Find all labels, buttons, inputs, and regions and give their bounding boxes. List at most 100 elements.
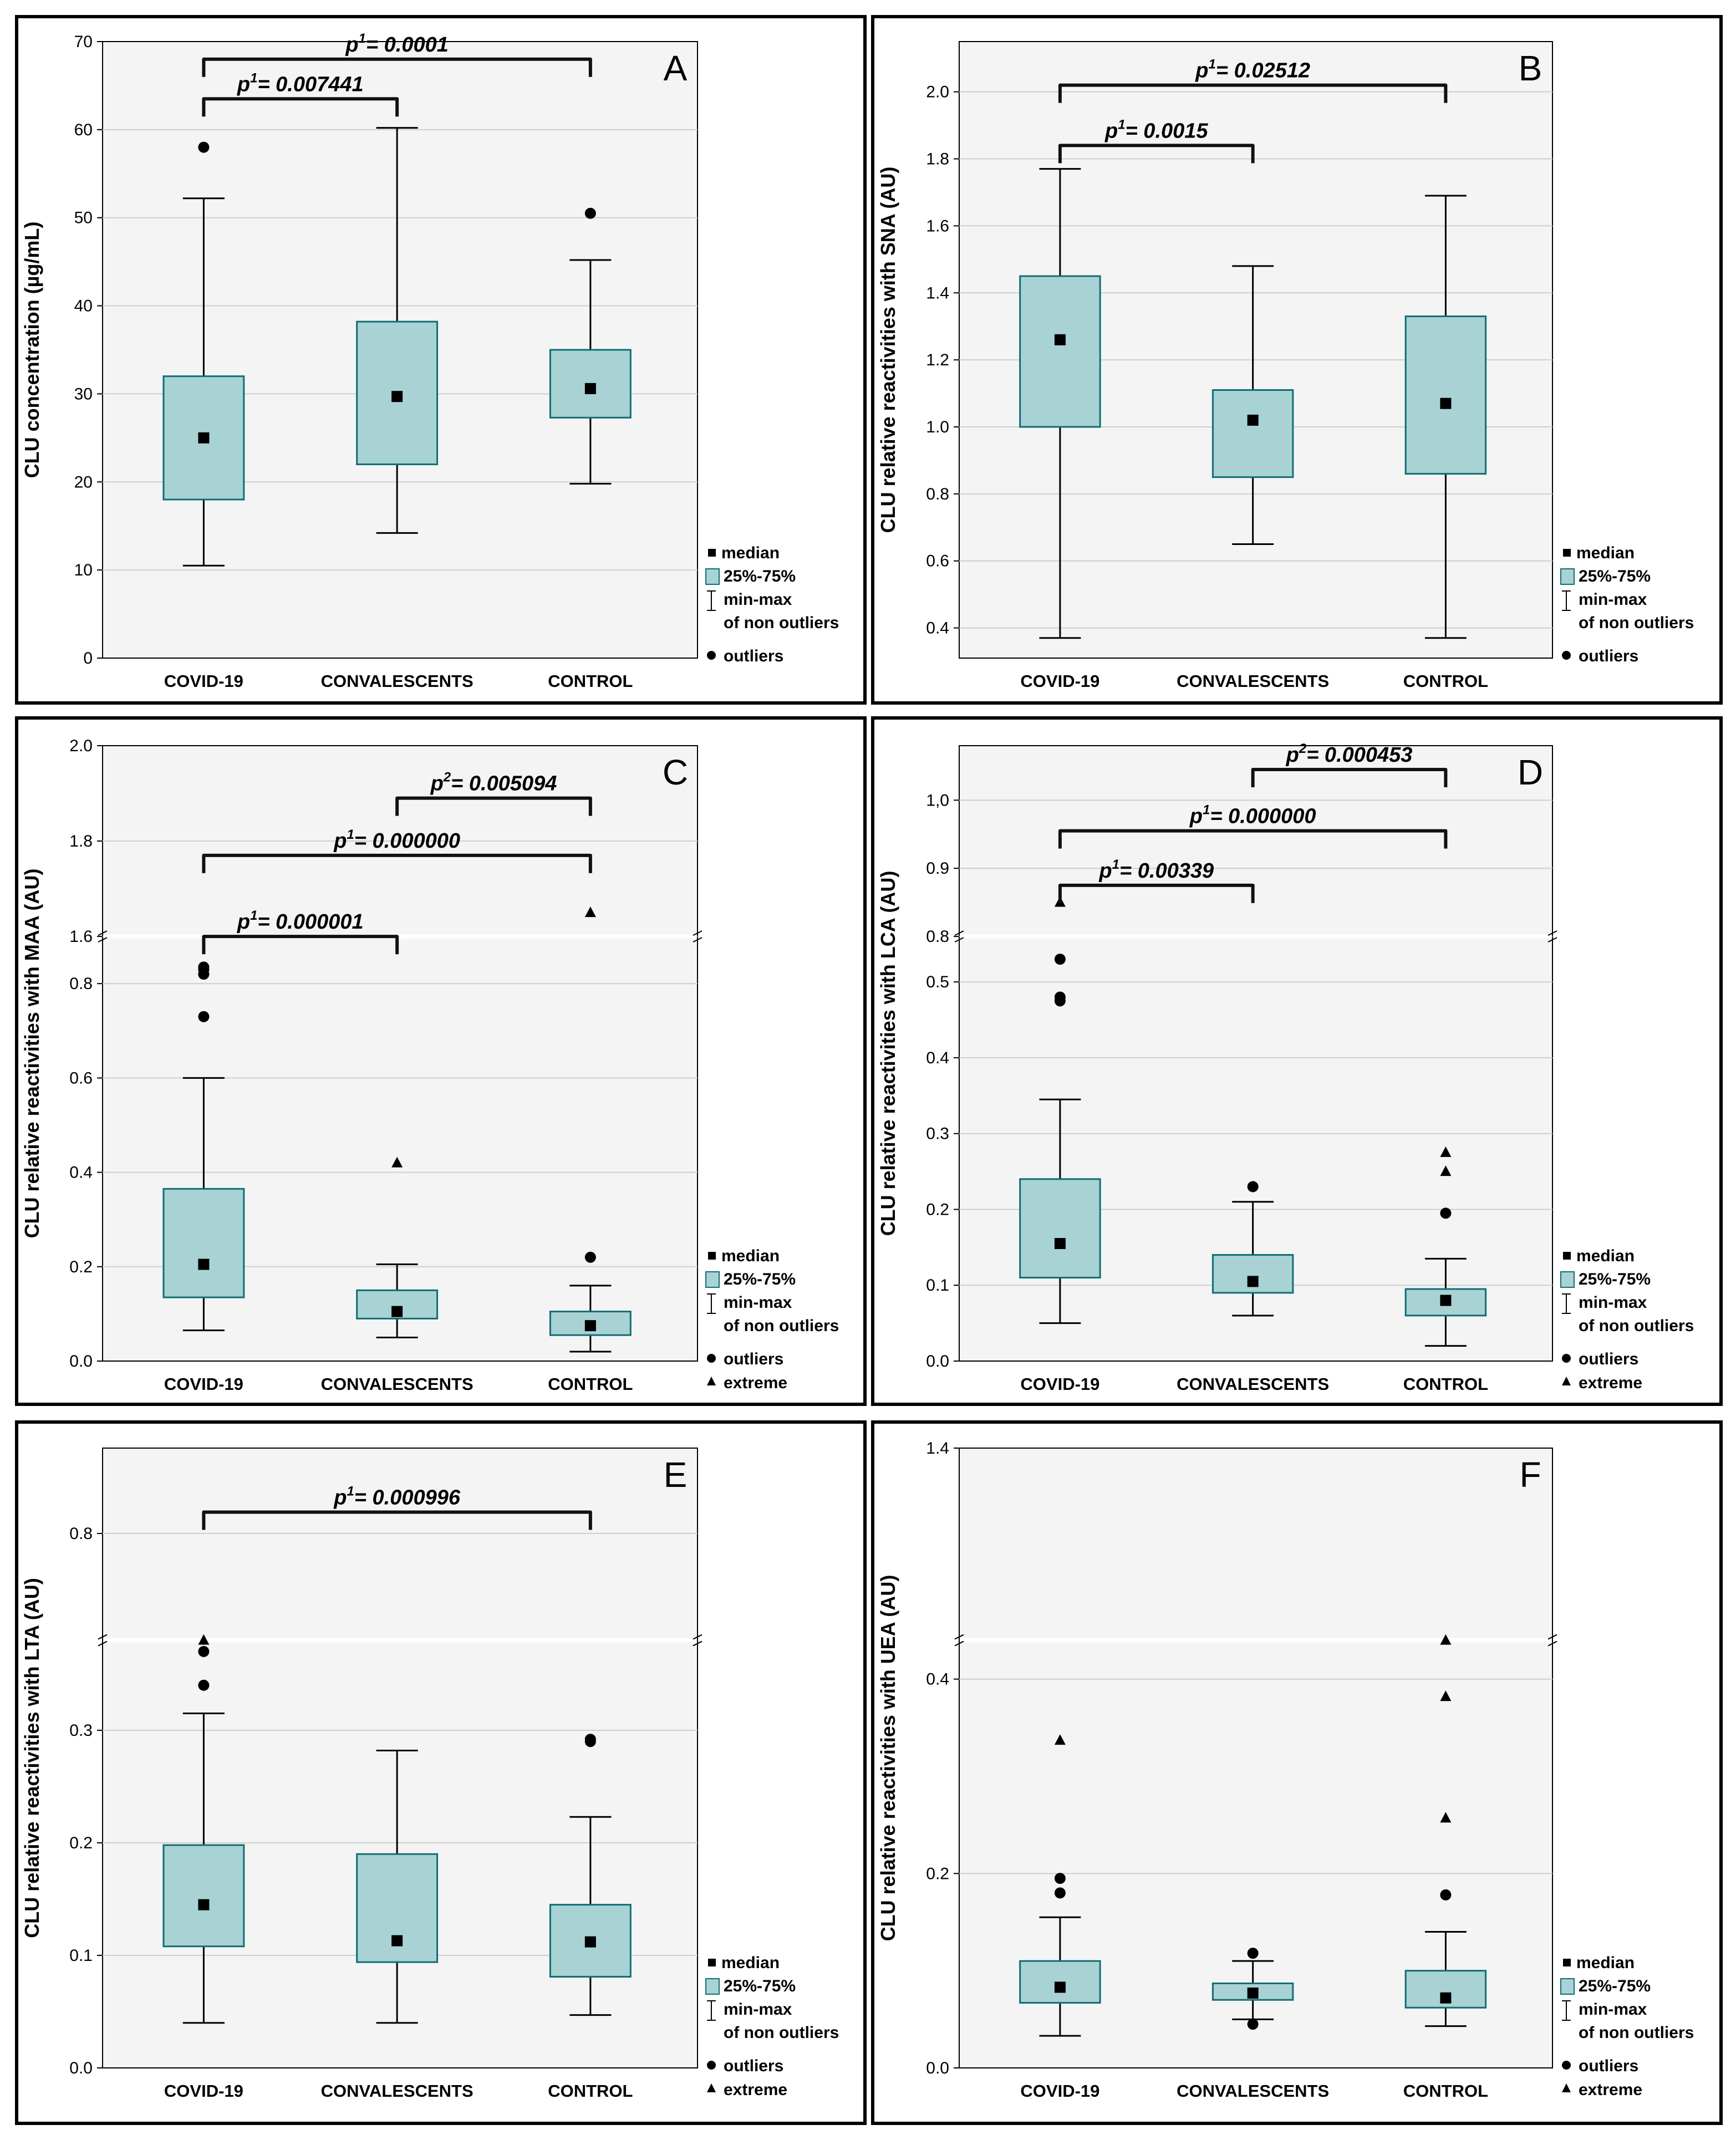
panel-d-category-label: COVID-19 [1020, 1374, 1099, 1394]
legend-outlier-icon [1562, 1354, 1571, 1363]
panel-c: 0.0 0.2 0.4 0.6 0.8 1.6 1.8 2.0 CLU relative rea… [15, 716, 867, 1406]
panel-a-ylabel: CLU concentration (µg/mL) [21, 222, 43, 478]
panel-e-bracket-1 [202, 1510, 592, 1530]
outlier-point [1247, 2019, 1259, 2030]
extreme-point [1054, 1734, 1066, 1745]
outlier-point [198, 961, 210, 973]
legend-outlier-label: outliers [724, 2057, 783, 2075]
iqr-box [549, 1904, 632, 1978]
legend-median-icon [1563, 1252, 1571, 1260]
panel-d-category-label: CONVALESCENTS [1177, 1374, 1329, 1394]
panel-c-ytick-label: 2.0 [69, 737, 93, 755]
panel-d-break-mark-right [1547, 930, 1557, 942]
iqr-box [1211, 389, 1294, 478]
outlier-point [1247, 1948, 1259, 1959]
panel-b-legend: median 25%-75% min-max of non outliers outli… [1560, 544, 1694, 665]
legend-outlier-label: outliers [724, 1350, 783, 1368]
iqr-box [356, 1853, 439, 1963]
median-marker [1440, 1992, 1452, 2004]
legend-whisker-label-1: min-max [1579, 2000, 1647, 2019]
panel-a-bracket-1 [202, 97, 399, 117]
panel-e-ytick-label: 0.8 [69, 1525, 93, 1543]
panel-b-ytick-label: 1.4 [926, 284, 949, 302]
iqr-box [1404, 315, 1487, 475]
panel-b-ytick-label: 2.0 [926, 83, 949, 101]
panel-a-ytick-label: 40 [74, 297, 93, 315]
median-marker [1054, 1238, 1066, 1250]
panel-f: 0.0 0.2 0.4 1.4 CLU relative reactivities wi… [871, 1420, 1723, 2125]
panel-d-box-2 [1211, 1181, 1294, 1317]
panel-a-category-label: CONVALESCENTS [321, 671, 474, 691]
median-marker [584, 383, 596, 394]
panel-b-box-3 [1404, 195, 1487, 639]
panel-c-ytick-label: 0.6 [69, 1069, 93, 1087]
panel-d-ytick-label: 0.8 [926, 928, 949, 946]
panel-d-legend: median 25%-75% min-max of non outliers outli… [1560, 1247, 1694, 1392]
legend-extreme-icon [1562, 2083, 1571, 2092]
panel-f-ytick-label: 0.2 [926, 1864, 949, 1883]
legend-extreme-icon [707, 1377, 716, 1385]
panel-a-box-1 [162, 141, 245, 567]
panel-e-ytick-label: 0.0 [69, 2059, 93, 2077]
panel-e-pvalue-1: p1= 0.000996 [333, 1484, 461, 1510]
median-marker [584, 1936, 596, 1948]
legend-median-label: median [1576, 1247, 1635, 1265]
panel-b-bracket-2 [1058, 83, 1448, 103]
panel-b-ytick-label: 1.8 [926, 150, 949, 169]
extreme-point [1440, 1690, 1452, 1701]
legend-iqr-label: 25%-75% [1579, 567, 1651, 585]
panel-d-box-3 [1404, 1146, 1487, 1347]
panel-e-legend: median 25%-75% min-max of non outliers outli… [705, 1954, 839, 2099]
panel-b-ytick-label: 1.6 [926, 217, 949, 235]
panel-c-break-mark-right [693, 930, 702, 942]
panel-d-bracket-2 [1058, 829, 1448, 849]
outlier-point [1054, 1887, 1066, 1899]
outlier-point [1054, 1873, 1066, 1884]
extreme-point [1440, 1634, 1452, 1645]
outlier-point [1440, 1207, 1452, 1219]
outlier-point [198, 141, 210, 153]
panel-d: 0.0 0.1 0.2 0.3 0.4 0.5 0.8 0.9 1,0 CLU relative … [871, 716, 1723, 1406]
panel-c-break-mark-left [98, 930, 108, 942]
panel-a-ytick-label: 0 [83, 649, 93, 667]
panel-c-axis-break [104, 934, 696, 939]
panel-f-ytick-label: 1.4 [926, 1439, 949, 1458]
panel-e-category-label: COVID-19 [164, 2081, 243, 2101]
extreme-point [1440, 1165, 1452, 1176]
panel-d-pvalue-1: p1= 0.00339 [1098, 857, 1214, 883]
extreme-point [584, 906, 596, 918]
panel-b-pvalue-1: p1= 0.0015 [1104, 117, 1208, 142]
legend-whisker-label-2: of non outliers [724, 1317, 839, 1335]
legend-outlier-icon [1562, 2061, 1571, 2070]
median-marker [1054, 1981, 1066, 1993]
outlier-point [1054, 991, 1066, 1003]
panel-c-ytick-label: 0.0 [69, 1352, 93, 1370]
panel-c-bracket-1 [202, 935, 399, 955]
panel-f-ytick-label: 0.0 [926, 2059, 949, 2077]
legend-extreme-icon [707, 2083, 716, 2092]
panel-c-ytick-label: 1.6 [69, 928, 93, 946]
panel-c-ytick-label: 1.8 [69, 832, 93, 850]
panel-e-ylabel: CLU relative reactivities with LTA (AU) [21, 1578, 43, 1938]
panel-d-ytick-label: 0.2 [926, 1200, 949, 1219]
legend-iqr-icon [1560, 1271, 1575, 1288]
legend-outlier-label: outliers [1579, 2057, 1638, 2075]
legend-median-icon [708, 1252, 716, 1260]
panel-b-category-label: CONTROL [1403, 671, 1488, 691]
panel-b-box-1 [1019, 168, 1101, 639]
legend-extreme-label: extreme [724, 1374, 787, 1392]
extreme-point [1440, 1812, 1452, 1823]
median-marker [1247, 414, 1259, 426]
outlier-point [584, 1734, 596, 1745]
panel-c-ytick-label: 0.4 [69, 1164, 93, 1182]
panel-a: 0 10 20 30 40 50 60 70 CLU concentration (µg/mL)… [15, 15, 867, 705]
panel-b-ytick-label: 1.2 [926, 351, 949, 369]
legend-iqr-label: 25%-75% [724, 567, 796, 585]
panel-a-pvalue-2: p1= 0.0001 [345, 31, 449, 57]
legend-whisker-label-1: min-max [724, 2000, 792, 2019]
panel-d-bracket-3 [1251, 768, 1448, 788]
panel-c-pvalue-2: p1= 0.000000 [333, 827, 460, 853]
legend-extreme-icon [1562, 1377, 1571, 1385]
panel-d-category-label: CONTROL [1403, 1374, 1488, 1394]
outlier-point [584, 207, 596, 219]
